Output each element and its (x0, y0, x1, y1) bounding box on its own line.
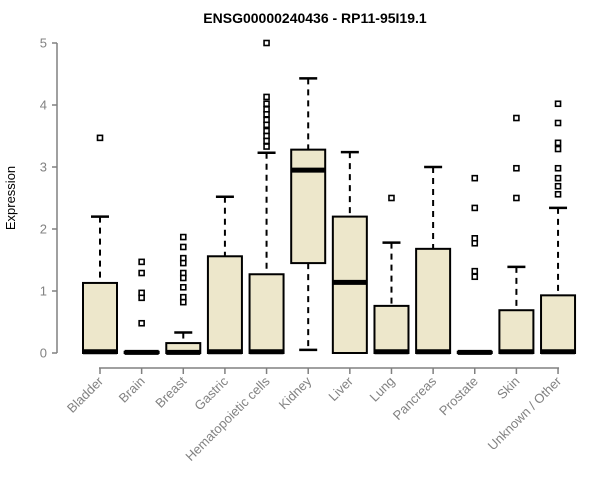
outlier-point (263, 143, 270, 150)
iqr-box (206, 255, 243, 354)
outlier-point (513, 114, 520, 122)
y-tick-label: 2 (40, 222, 47, 237)
outlier-point (471, 267, 479, 275)
iqr-box (415, 247, 452, 354)
outlier-point (554, 100, 562, 108)
outlier-point (513, 164, 520, 172)
outlier-point (554, 190, 562, 198)
outlier-point (471, 273, 479, 281)
x-category-label: Kidney (276, 373, 315, 412)
outlier-point (138, 258, 145, 266)
x-category-label: Skin (494, 374, 522, 402)
outlier-point (263, 111, 270, 118)
outlier-point (554, 174, 562, 182)
outlier-point (388, 194, 395, 202)
outlier-point (96, 134, 104, 142)
outlier-point (554, 145, 562, 153)
outlier-point (263, 137, 270, 145)
outlier-point (554, 182, 562, 190)
iqr-box (498, 309, 535, 354)
y-tick-label: 5 (40, 36, 47, 51)
outlier-point (179, 298, 187, 306)
x-category-label: Breast (152, 373, 189, 410)
boxplot-box-breast (165, 233, 202, 355)
outlier-point (513, 194, 520, 202)
boxplot-box-prostate (456, 174, 493, 355)
y-tick-label: 4 (40, 98, 47, 113)
boxplot-box-lung (373, 194, 410, 355)
outlier-point (263, 39, 270, 47)
iqr-box (248, 273, 285, 355)
outlier-point (179, 243, 187, 251)
outlier-point (471, 174, 479, 182)
outlier-point (179, 233, 187, 241)
chart-title: ENSG00000240436 - RP11-95I19.1 (203, 10, 427, 26)
boxplot-box-gastric (206, 195, 243, 355)
boxplot-box-brain (123, 258, 160, 355)
outlier-point (263, 93, 270, 101)
y-tick-label: 0 (40, 346, 47, 361)
iqr-box (290, 148, 327, 265)
y-tick-label: 1 (40, 284, 47, 299)
boxplot-box-liver (331, 150, 368, 354)
outlier-point (263, 100, 270, 108)
boxplot-boxes (82, 39, 577, 355)
x-category-label: Brain (116, 374, 148, 406)
iqr-box (540, 294, 577, 354)
outlier-point (138, 294, 145, 302)
outlier-point (263, 121, 270, 129)
boxplot-box-pancreas (415, 165, 452, 355)
x-category-label: Lung (367, 374, 398, 405)
x-category-label: Bladder (64, 373, 107, 416)
boxplot-box-unknown-other (540, 100, 577, 355)
x-category-label: Pancreas (390, 373, 440, 423)
x-category-label: Gastric (191, 373, 231, 413)
outlier-point (179, 259, 187, 267)
outlier-point (138, 269, 145, 277)
outlier-point (471, 204, 479, 212)
outlier-point (554, 119, 562, 127)
outlier-point (471, 239, 479, 247)
boxplot-box-hematopoietic-cells (248, 39, 285, 355)
x-category-label: Unknown / Other (485, 373, 565, 453)
outlier-point (554, 139, 562, 147)
x-category-label: Liver (325, 373, 356, 404)
boxplot-box-skin (498, 114, 535, 355)
boxplot-box-kidney (290, 77, 327, 352)
outlier-point (179, 283, 187, 291)
outlier-point (179, 274, 187, 282)
outlier-point (554, 164, 562, 172)
x-category-label: Prostate (436, 374, 481, 419)
y-tick-label: 3 (40, 160, 47, 175)
boxplot-box-bladder (82, 134, 118, 355)
outlier-point (138, 319, 145, 327)
iqr-box (82, 281, 118, 354)
y-axis-label: Expression (3, 166, 18, 230)
iqr-box (373, 304, 410, 355)
